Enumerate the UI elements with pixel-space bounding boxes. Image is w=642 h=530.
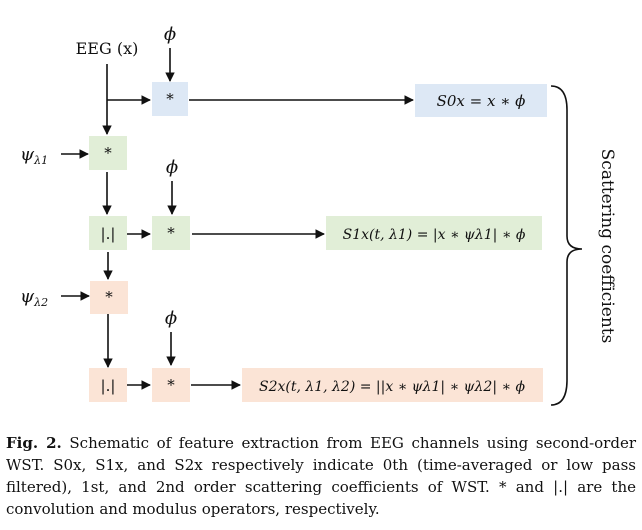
conv1-box — [89, 136, 127, 170]
psi1-symbol: ψ — [20, 144, 35, 165]
conv2b-symbol: * — [167, 376, 175, 394]
scattering-brace — [550, 85, 583, 406]
output-labels: S0x = x ∗ ϕ S1x(t, λ1) = |x ∗ ψλ1| ∗ ϕ S… — [259, 92, 526, 395]
s1-box — [326, 216, 542, 250]
connectors — [61, 48, 583, 406]
conv2b-box — [152, 368, 190, 402]
mod2-symbol: |.| — [101, 377, 116, 395]
conv1-symbol: * — [104, 144, 112, 162]
mod1-box — [89, 216, 127, 250]
operator-symbols: * * |.| * * |.| * — [101, 90, 176, 395]
psi1-label: ψλ1 — [20, 144, 48, 167]
inputs: EEG (x) ϕ ϕ ϕ ψλ1 ψλ2 — [20, 24, 178, 329]
caption-label: Fig. 2. — [6, 434, 62, 452]
output-boxes — [242, 84, 547, 402]
conv0-symbol: * — [166, 90, 174, 108]
phi-label-2: ϕ — [165, 308, 177, 329]
conv2-box — [90, 281, 128, 314]
psi2-symbol: ψ — [20, 286, 35, 307]
s1-formula: S1x(t, λ1) = |x ∗ ψλ1| ∗ ϕ — [343, 227, 526, 243]
caption-text: Schematic of feature extraction from EEG… — [6, 434, 637, 518]
phi-label-1: ϕ — [166, 157, 178, 178]
mod1-symbol: |.| — [101, 225, 116, 243]
figure-caption: Fig. 2. Schematic of feature extraction … — [6, 432, 636, 520]
s2-box — [242, 368, 543, 402]
conv2-symbol: * — [105, 288, 113, 306]
s2-formula: S2x(t, λ1, λ2) = ||x ∗ ψλ1| ∗ ψλ2| ∗ ϕ — [259, 379, 525, 395]
eeg-input-label: EEG (x) — [76, 39, 139, 58]
psi1-subscript: λ1 — [33, 154, 48, 167]
scattering-coefficients-label: Scattering coefficients — [597, 149, 617, 344]
psi2-label: ψλ2 — [20, 286, 48, 309]
conv0-box — [152, 82, 188, 116]
wst-schematic-diagram: * * |.| * * |.| * EEG (x) ϕ ϕ ϕ ψλ1 ψλ2 … — [20, 24, 617, 406]
s0-formula: S0x = x ∗ ϕ — [437, 92, 526, 110]
conv1b-symbol: * — [167, 224, 175, 242]
conv1b-box — [152, 216, 190, 250]
psi2-subscript: λ2 — [33, 296, 48, 309]
mod2-box — [89, 368, 127, 402]
s0-box — [415, 84, 547, 117]
phi-label-0: ϕ — [164, 24, 176, 45]
operator-boxes — [89, 82, 190, 402]
